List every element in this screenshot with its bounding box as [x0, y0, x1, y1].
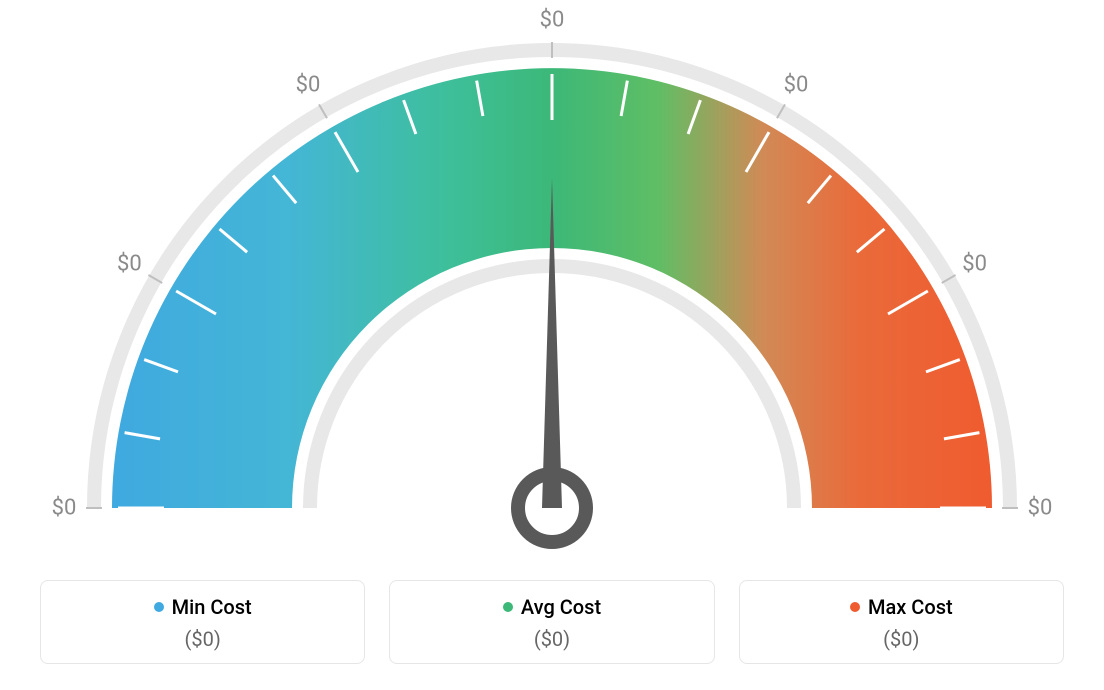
legend-label-avg: Avg Cost — [521, 595, 601, 619]
legend-card-max: Max Cost ($0) — [739, 580, 1064, 664]
legend-value-min: ($0) — [51, 627, 354, 651]
gauge-tick-label: $0 — [117, 252, 142, 277]
gauge-tick-label: $0 — [296, 73, 321, 98]
gauge-tick-label: $0 — [784, 73, 809, 98]
gauge-tick-label: $0 — [52, 496, 77, 521]
gauge-tick-label: $0 — [962, 252, 987, 277]
legend-value-max: ($0) — [750, 627, 1053, 651]
gauge-chart: $0 $0 $0 $0 $0 $0 $0 — [52, 0, 1052, 600]
legend-label-max: Max Cost — [868, 595, 953, 619]
gauge-tick-label: $0 — [1028, 496, 1053, 521]
legend-label-min: Min Cost — [172, 595, 252, 619]
legend-card-avg: Avg Cost ($0) — [389, 580, 714, 664]
legend-dot-min — [154, 602, 164, 612]
gauge-tick-label: $0 — [540, 8, 565, 33]
legend-card-min: Min Cost ($0) — [40, 580, 365, 664]
legend-row: Min Cost ($0) Avg Cost ($0) Max Cost ($0… — [40, 580, 1064, 664]
legend-value-avg: ($0) — [400, 627, 703, 651]
legend-dot-max — [850, 602, 860, 612]
legend-dot-avg — [503, 602, 513, 612]
gauge-svg — [52, 0, 1052, 600]
